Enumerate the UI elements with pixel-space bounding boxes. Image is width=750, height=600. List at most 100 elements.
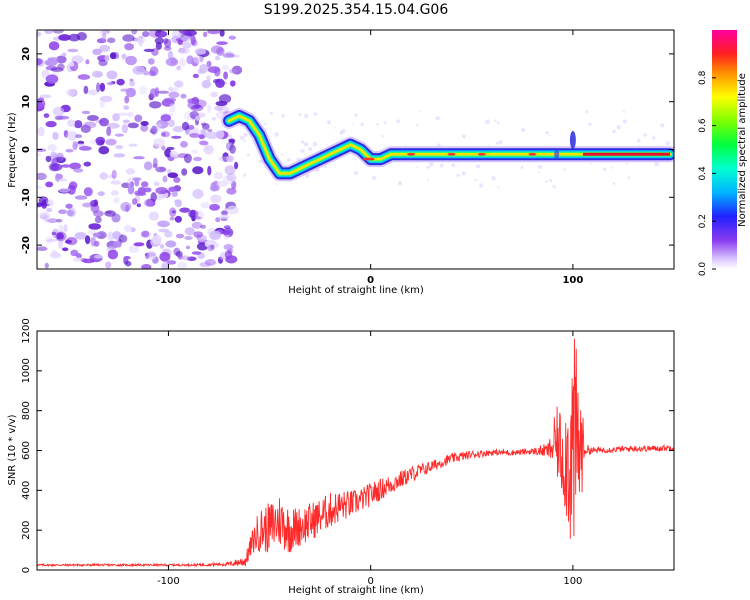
noise-speckle: [537, 171, 540, 174]
noise-speckle: [439, 163, 444, 168]
noise-speckle: [498, 140, 503, 145]
noise-blob: [107, 122, 120, 129]
noise-blob: [141, 264, 152, 269]
noise-blob: [164, 230, 173, 238]
noise-blob: [200, 122, 207, 126]
noise-blob: [166, 260, 177, 265]
noise-blob: [224, 165, 236, 176]
noise-blob: [113, 153, 126, 158]
noise-blob: [162, 175, 168, 183]
ridge-core-band: [227, 114, 672, 175]
noise-blob: [221, 210, 228, 216]
noise-blob: [143, 161, 153, 171]
noise-speckle: [602, 167, 607, 171]
noise-blob: [167, 50, 174, 60]
noise-speckle: [269, 111, 274, 115]
noise-blob: [230, 80, 236, 87]
noise-blob: [121, 123, 129, 134]
noise-blob: [165, 240, 177, 248]
noise-blob: [106, 126, 112, 136]
noise-blob: [226, 155, 234, 163]
ridge-hot-spot: [447, 152, 456, 156]
noise-blob: [131, 30, 138, 35]
noise-blob: [157, 90, 170, 94]
noise-speckle: [360, 122, 364, 127]
noise-blob: [215, 78, 225, 89]
noise-blob: [181, 168, 188, 176]
noise-blob: [129, 80, 136, 87]
noise-blob: [128, 143, 138, 147]
noise-speckle: [437, 143, 441, 147]
noise-blob: [84, 235, 91, 245]
noise-blob: [226, 173, 237, 182]
noise-blob: [45, 236, 53, 245]
noise-blob: [135, 192, 147, 196]
noise-blob: [177, 261, 188, 269]
noise-blob: [74, 195, 88, 200]
noise-speckle: [298, 113, 302, 116]
noise-speckle: [588, 122, 592, 127]
noise-speckle: [304, 113, 309, 118]
snr-y-ticks: 0 200 400 600 800 1000 1200: [21, 318, 674, 573]
noise-blob: [169, 207, 177, 217]
noise-blob: [175, 233, 185, 239]
noise-blob: [82, 258, 95, 264]
noise-blob: [122, 119, 130, 124]
noise-speckle: [461, 134, 466, 139]
noise-blob: [187, 100, 200, 110]
noise-blob: [234, 161, 239, 170]
colorbar-gradient: [712, 30, 737, 269]
noise-blob: [112, 240, 122, 248]
noise-blob: [128, 245, 139, 253]
noise-speckle: [381, 135, 384, 138]
noise-blob: [148, 211, 159, 221]
noise-speckle: [228, 134, 233, 139]
noise-blob: [199, 63, 209, 74]
noise-speckle: [549, 134, 552, 137]
noise-blob: [65, 148, 74, 153]
noise-blob: [194, 48, 207, 55]
noise-blob: [94, 216, 102, 224]
noise-blob: [193, 156, 203, 162]
noise-speckle: [313, 112, 318, 116]
noise-blob: [210, 194, 222, 204]
noise-speckle: [435, 116, 440, 121]
spectrogram-y-label: Frequency (Hz): [7, 112, 18, 188]
noise-speckle: [371, 175, 377, 180]
noise-blob: [123, 256, 131, 260]
chart-title: S199.2025.354.15.04.G06: [264, 2, 449, 18]
noise-speckle: [521, 128, 526, 133]
noise-blob: [105, 138, 117, 146]
noise-blob: [159, 251, 171, 262]
noise-blob: [122, 34, 135, 42]
noise-blob: [206, 60, 212, 68]
noise-blob: [73, 168, 84, 173]
noise-blob: [109, 52, 117, 60]
noise-blob: [45, 74, 59, 84]
noise-speckle: [415, 166, 418, 169]
noise-blob: [215, 55, 220, 61]
noise-speckle: [281, 114, 285, 118]
x-tick-label: 0: [367, 576, 373, 587]
noise-blob: [60, 164, 71, 168]
noise-blob: [107, 37, 116, 44]
noise-blob: [207, 30, 220, 35]
noise-blob: [219, 214, 230, 219]
noise-blob: [74, 232, 87, 240]
noise-speckle: [461, 171, 466, 176]
noise-blob: [173, 80, 184, 88]
noise-blob: [231, 65, 243, 75]
noise-blob: [127, 111, 134, 118]
noise-blob: [61, 247, 69, 252]
noise-blob: [171, 210, 176, 214]
y-tick-label: 200: [21, 521, 32, 540]
noise-speckle: [491, 176, 496, 181]
snr-x-label: Height of straight line (km): [288, 585, 424, 596]
noise-blob: [222, 53, 235, 58]
noise-blob: [190, 104, 204, 112]
noise-blob: [83, 121, 97, 129]
noise-blob: [68, 61, 75, 67]
noise-blob: [223, 71, 229, 80]
noise-blob: [198, 134, 205, 140]
